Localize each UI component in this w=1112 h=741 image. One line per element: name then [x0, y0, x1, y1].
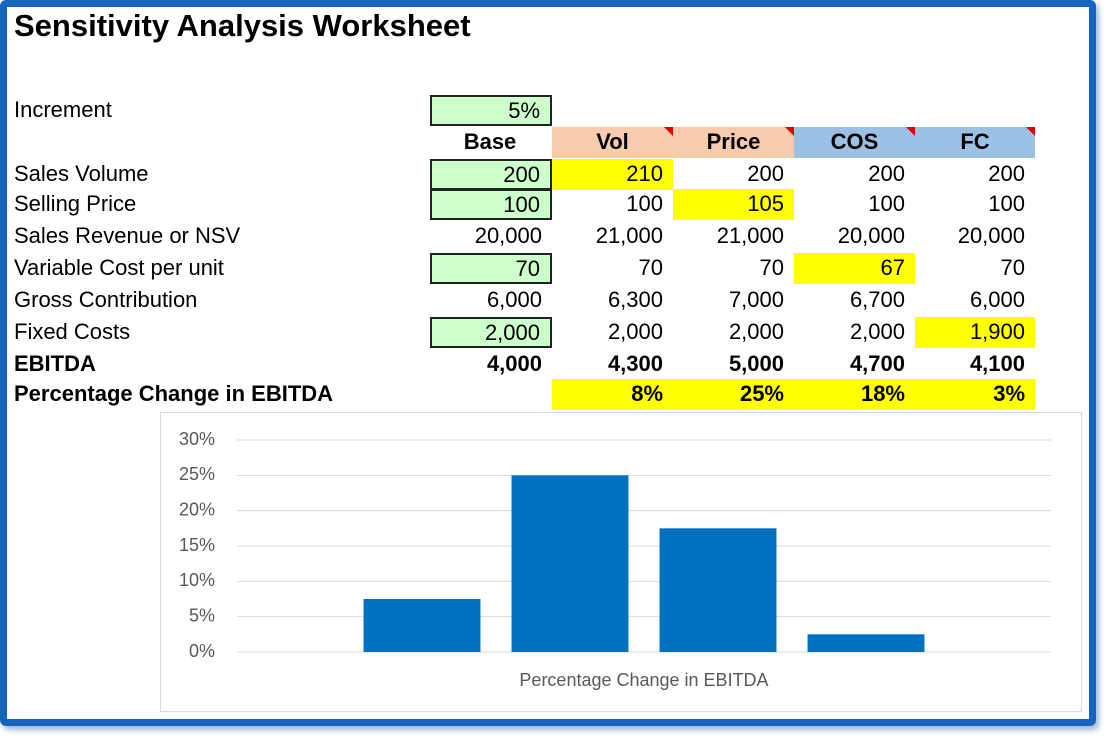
column-header: Base	[463, 129, 517, 154]
table-cell: 100	[626, 191, 663, 216]
bar	[659, 528, 777, 652]
y-tick-label: 30%	[179, 429, 215, 449]
sheet-title: Sensitivity Analysis Worksheet	[14, 8, 471, 43]
column-header: Price	[673, 127, 794, 158]
row-label: Variable Cost per unit	[14, 255, 224, 280]
column-header: FC	[915, 127, 1035, 158]
row-label: Fixed Costs	[14, 319, 131, 344]
y-tick-label: 15%	[179, 535, 215, 555]
y-tick-label: 10%	[179, 570, 215, 590]
table-cell: 21,000	[716, 223, 784, 248]
table-cell: 7,000	[728, 287, 784, 312]
table-cell: 100	[988, 191, 1025, 216]
y-tick-label: 0%	[189, 641, 215, 661]
table-cell: 6,000	[969, 287, 1025, 312]
column-header: COS	[794, 127, 915, 158]
table-cell: 105	[673, 189, 794, 220]
table-cell: 200	[747, 161, 784, 186]
table-cell: 25%	[673, 379, 794, 410]
row-label: Percentage Change in EBITDA	[14, 381, 334, 406]
bar	[363, 599, 481, 652]
table-cell: 18%	[794, 379, 915, 410]
table-cell: 3%	[915, 379, 1035, 410]
y-tick-label: 25%	[179, 464, 215, 484]
table-cell: 70	[430, 253, 552, 284]
table-cell: 2,000	[430, 317, 552, 348]
table-cell: 2,000	[728, 319, 784, 344]
table-cell: 70	[759, 255, 784, 280]
table-cell: 200	[868, 161, 905, 186]
table-cell: 8%	[552, 379, 673, 410]
table-cell: 4,100	[969, 351, 1025, 376]
table-cell: 200	[988, 161, 1025, 186]
table-cell: 2,000	[849, 319, 905, 344]
bar	[807, 634, 925, 652]
table-cell: 200	[430, 159, 552, 190]
table-cell: 6,000	[486, 287, 542, 312]
row-label: Increment	[14, 97, 112, 122]
frame	[0, 0, 1096, 726]
table-cell: 100	[430, 189, 552, 220]
table-cell: 5,000	[728, 351, 784, 376]
y-tick-label: 5%	[189, 605, 215, 625]
table-cell: 21,000	[595, 223, 663, 248]
table-cell: 4,700	[849, 351, 905, 376]
row-label: Sales Volume	[14, 161, 149, 186]
row-label: Selling Price	[14, 191, 137, 216]
table-cell: 6,700	[849, 287, 905, 312]
table-cell: 210	[552, 159, 673, 190]
table-cell: 6,300	[607, 287, 663, 312]
bar	[511, 475, 629, 652]
row-label: Gross Contribution	[14, 287, 198, 312]
input-cell: 5%	[430, 95, 552, 126]
table-cell: 4,300	[607, 351, 663, 376]
row-label: Sales Revenue or NSV	[14, 223, 241, 248]
table-cell: 2,000	[607, 319, 663, 344]
table-cell: 70	[638, 255, 663, 280]
table-cell: 20,000	[474, 223, 542, 248]
row-label: EBITDA	[14, 351, 96, 376]
y-tick-label: 20%	[179, 499, 215, 519]
table-cell: 20,000	[837, 223, 905, 248]
table-cell: 70	[1000, 255, 1025, 280]
table-cell: 20,000	[957, 223, 1025, 248]
table-cell: 1,900	[915, 317, 1035, 348]
column-header: Vol	[552, 127, 673, 158]
table-cell: 67	[794, 253, 915, 284]
x-axis-title: Percentage Change in EBITDA	[519, 670, 768, 690]
table-cell: 4,000	[486, 351, 542, 376]
table-cell: 100	[868, 191, 905, 216]
chart: Percentage Change in EBITDA 0% 5% 10% 15% 20…	[160, 412, 1082, 712]
